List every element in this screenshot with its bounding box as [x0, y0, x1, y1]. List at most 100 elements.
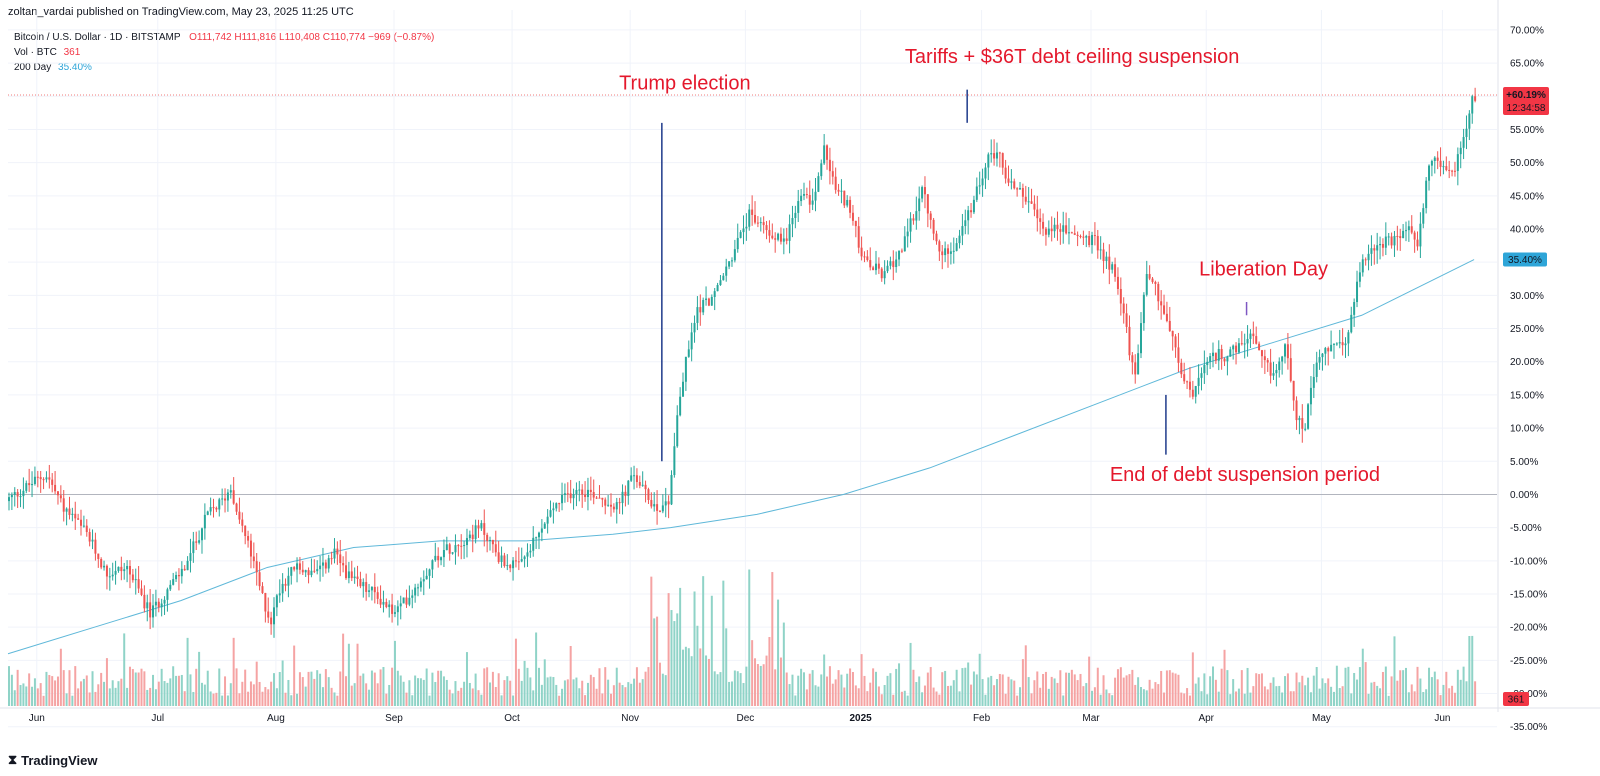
chart-legend: Bitcoin / U.S. Dollar · 1D · BITSTAMP O1…: [14, 30, 434, 75]
volume-bar: [817, 686, 820, 706]
volume-bar: [440, 670, 443, 706]
candle-body: [206, 511, 209, 515]
candle-body: [716, 285, 719, 292]
candle-body: [1235, 345, 1238, 353]
volume-bar: [1088, 656, 1091, 706]
volume-bar: [1139, 687, 1142, 706]
candle-body: [889, 261, 892, 266]
volume-bar: [80, 681, 83, 706]
candle-body: [31, 483, 34, 486]
candle-body: [353, 576, 356, 579]
volume-bar: [319, 673, 322, 706]
volume-bar: [460, 687, 463, 706]
candle-body: [402, 597, 405, 604]
candle-body: [1246, 338, 1249, 344]
volume-bar: [771, 572, 774, 706]
volume-bar: [1396, 680, 1399, 706]
candle-body: [906, 231, 909, 237]
candle-body: [1030, 201, 1033, 204]
candle-body: [1177, 347, 1180, 363]
candle-body: [255, 561, 258, 573]
volume-bar: [68, 670, 71, 706]
candle-body: [892, 261, 895, 268]
candle-body: [226, 492, 229, 501]
candle-body: [687, 349, 690, 357]
volume-bar: [238, 693, 241, 706]
candle-body: [336, 548, 339, 555]
candle-body: [667, 501, 670, 505]
candle-body: [1067, 232, 1070, 234]
candle-body: [964, 220, 967, 227]
volume-bar: [1407, 692, 1410, 706]
ma-label[interactable]: 200 Day: [14, 62, 52, 73]
volume-bar: [247, 691, 250, 706]
volume-bar: [1327, 678, 1330, 706]
ma-value: 35.40%: [58, 62, 92, 73]
volume-bar: [944, 670, 947, 706]
candle-body: [926, 194, 929, 214]
candle-body: [393, 612, 396, 614]
volume-bar: [653, 618, 656, 706]
volume-bar: [745, 666, 748, 706]
candle-body: [1137, 353, 1140, 375]
volume-bar: [1330, 686, 1333, 706]
candle-body: [1076, 234, 1079, 237]
candle-body: [448, 544, 451, 554]
candle-body: [612, 506, 615, 510]
volume-bar: [1318, 688, 1321, 706]
candle-body: [454, 545, 457, 553]
volume-bar: [19, 685, 22, 706]
candle-body: [1269, 362, 1272, 376]
candle-body: [1419, 223, 1422, 247]
candle-body: [1168, 320, 1171, 331]
volume-bar: [762, 664, 765, 706]
volume-bar: [840, 674, 843, 706]
candle-body: [80, 519, 83, 526]
candle-body: [1381, 243, 1384, 248]
volume-bar: [431, 672, 434, 706]
vol-label[interactable]: Vol · BTC: [14, 47, 57, 58]
candle-body: [1448, 169, 1451, 171]
candle-body: [51, 479, 54, 485]
candle-body: [264, 592, 267, 612]
candle-body: [1206, 361, 1209, 366]
time-axis[interactable]: Jun Jul Aug Sep Oct Nov Dec 2025 Feb Mar Apr May Jun: [29, 713, 1451, 724]
candle-body: [100, 559, 103, 568]
volume-bar: [961, 668, 964, 706]
volume-bar: [399, 675, 402, 706]
y-tick-label: -5.00%: [1510, 523, 1542, 534]
candle-body: [944, 248, 947, 256]
candle-body: [1209, 356, 1212, 362]
volume-bar: [1442, 684, 1445, 706]
volume-bar: [226, 695, 229, 706]
candle-body: [247, 536, 250, 541]
candle-body: [756, 222, 759, 224]
volume-bar: [1010, 679, 1013, 706]
candle-body: [561, 494, 564, 504]
volume-bar: [1223, 649, 1226, 706]
candle-body: [1091, 235, 1094, 246]
volume-bar: [111, 680, 114, 706]
candle-body: [1128, 326, 1131, 356]
candle-body: [1312, 376, 1315, 388]
candle-body: [601, 497, 604, 500]
volume-bar: [1390, 676, 1393, 706]
tradingview-brand[interactable]: ⧗ TradingView: [8, 752, 97, 768]
volume-bar: [1402, 670, 1405, 706]
candle-body: [1001, 153, 1004, 168]
symbol-label[interactable]: Bitcoin / U.S. Dollar · 1D · BITSTAMP: [14, 32, 181, 43]
candle-body: [797, 201, 800, 213]
candle-body: [635, 475, 638, 483]
annotation-label: Liberation Day: [1199, 258, 1328, 280]
candle-body: [1024, 196, 1027, 202]
candle-body: [307, 570, 310, 576]
price-axis[interactable]: 70.00%65.00%60.00%55.00%50.00%45.00%40.0…: [1510, 25, 1547, 733]
candle-body: [733, 249, 736, 261]
candle-body: [970, 210, 973, 213]
candle-body: [846, 199, 849, 206]
volume-bar: [62, 670, 65, 706]
candle-body: [327, 558, 330, 569]
x-tick-label: Jul: [151, 713, 164, 724]
y-tick-label: -25.00%: [1510, 656, 1547, 667]
